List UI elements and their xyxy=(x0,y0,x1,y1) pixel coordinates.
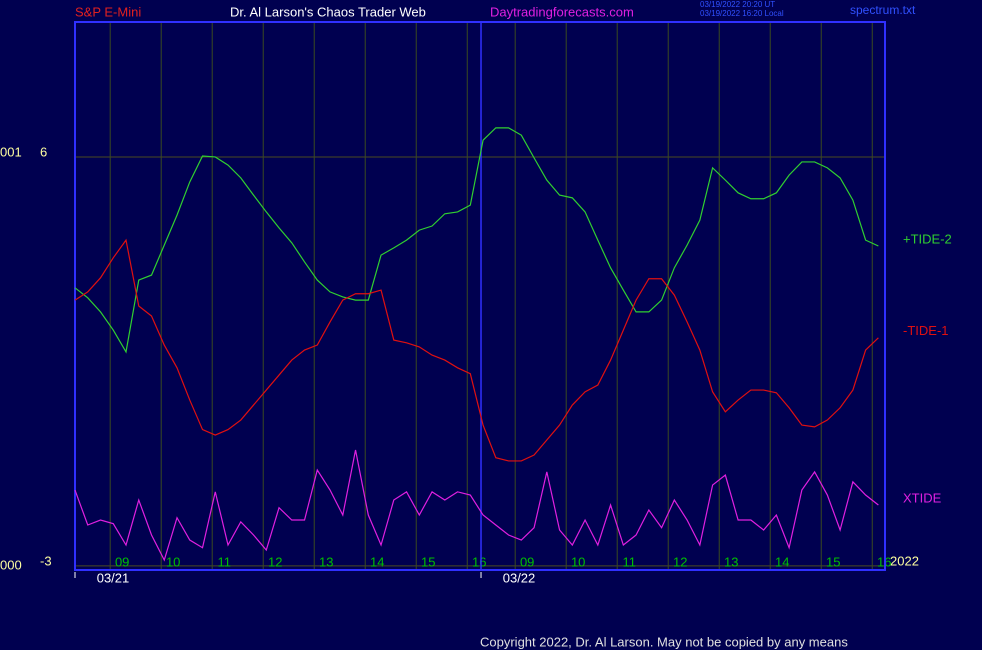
x-tick-label: 09 xyxy=(520,554,534,569)
plot-border xyxy=(74,21,886,571)
timestamp: 03/19/2022 20:20 UT xyxy=(700,0,775,9)
website: Daytradingforecasts.com xyxy=(490,4,634,19)
instrument: S&P E-Mini xyxy=(75,4,141,19)
x-tick-label: 15 xyxy=(826,554,840,569)
copyright: Copyright 2022, Dr. Al Larson. May not b… xyxy=(480,634,848,649)
left-label: 001 xyxy=(0,144,22,159)
timestamp: 03/19/2022 16:20 Local xyxy=(700,9,784,18)
x-tick-label: 12 xyxy=(673,554,687,569)
series-line xyxy=(74,127,879,354)
x-tick-label: 11 xyxy=(622,554,636,569)
x-tick-label: 15 xyxy=(421,554,435,569)
series-line xyxy=(74,449,879,562)
x-tick-label: 16 xyxy=(472,554,486,569)
series-line xyxy=(74,238,879,462)
left-label: 000 xyxy=(0,557,22,572)
x-tick-label: 13 xyxy=(319,554,333,569)
x-tick-label: 10 xyxy=(571,554,585,569)
x-tick-label: 14 xyxy=(370,554,384,569)
chart-title: Dr. Al Larson's Chaos Trader Web xyxy=(230,4,426,19)
y-tick-label: 6 xyxy=(40,144,47,159)
date-label: 03/21 xyxy=(97,570,130,585)
y-tick-label: -3 xyxy=(40,553,52,568)
x-tick-label: 12 xyxy=(268,554,282,569)
series-label: -TIDE-1 xyxy=(903,323,949,338)
series-label: XTIDE xyxy=(903,490,942,505)
date-label: 03/22 xyxy=(503,570,536,585)
x-tick-label: 14 xyxy=(775,554,789,569)
x-tick-label: 11 xyxy=(217,554,231,569)
year-label: 2022 xyxy=(890,553,919,568)
x-tick-label: 13 xyxy=(724,554,738,569)
file-name: spectrum.txt xyxy=(850,3,916,17)
x-tick-label: 09 xyxy=(115,554,129,569)
x-tick-label: 10 xyxy=(166,554,180,569)
series-label: +TIDE-2 xyxy=(903,231,952,246)
